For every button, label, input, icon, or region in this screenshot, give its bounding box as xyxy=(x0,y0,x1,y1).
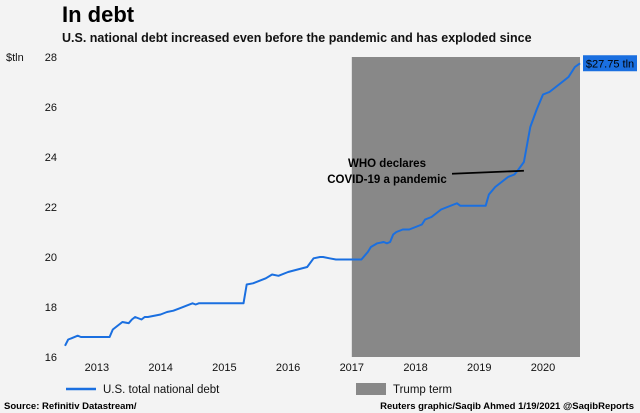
legend-label-series: U.S. total national debt xyxy=(103,384,220,396)
y-tick-label: 26 xyxy=(45,102,57,114)
y-tick-label: 24 xyxy=(45,152,57,164)
legend-label-shade: Trump term xyxy=(393,384,452,396)
annotation-text: COVID-19 a pandemic xyxy=(327,174,447,186)
shade-layer xyxy=(351,57,580,357)
y-tick-label: 28 xyxy=(45,52,57,64)
y-tick-label: 18 xyxy=(45,302,57,314)
y-tick-label: 20 xyxy=(45,252,57,264)
x-tick-label: 2013 xyxy=(85,362,109,374)
x-tick-label: 2015 xyxy=(212,362,236,374)
x-tick-label: 2016 xyxy=(276,362,300,374)
shaded-region-0 xyxy=(351,57,580,357)
legend-shade-swatch xyxy=(356,383,386,395)
y-tick-label: 16 xyxy=(45,352,57,364)
axis-layer: $tln 16 18 20 22 24 26 28 2013 2014 2015 2016 2017 20… xyxy=(6,52,555,374)
chart-subtitle: U.S. national debt increased even before… xyxy=(62,31,532,45)
x-tick-label: 2019 xyxy=(467,362,491,374)
x-tick-label: 2020 xyxy=(531,362,555,374)
end-label-text: $27.75 tln xyxy=(586,58,634,70)
legend-layer: U.S. total national debt Trump term xyxy=(66,383,452,396)
x-tick-label: 2018 xyxy=(403,362,427,374)
series-layer: $27.75 tln xyxy=(64,55,637,347)
credit-note: Reuters graphic/Saqib Ahmed 1/19/2021 @S… xyxy=(380,401,634,412)
end-label-box xyxy=(583,55,637,72)
annotation-pointer-0 xyxy=(451,169,524,175)
annotation-layer: WHO declares COVID-19 a pandemic xyxy=(327,158,524,186)
x-tick-label: 2017 xyxy=(340,362,364,374)
chart-title: In debt xyxy=(62,2,135,27)
annotation-text: WHO declares xyxy=(348,158,426,170)
y-tick-label: 22 xyxy=(45,202,57,214)
series-line-0 xyxy=(64,62,581,347)
y-axis-label: $tln xyxy=(6,52,24,64)
x-tick-label: 2014 xyxy=(148,362,172,374)
source-note: Source: Refinitiv Datastream/ xyxy=(4,401,137,412)
